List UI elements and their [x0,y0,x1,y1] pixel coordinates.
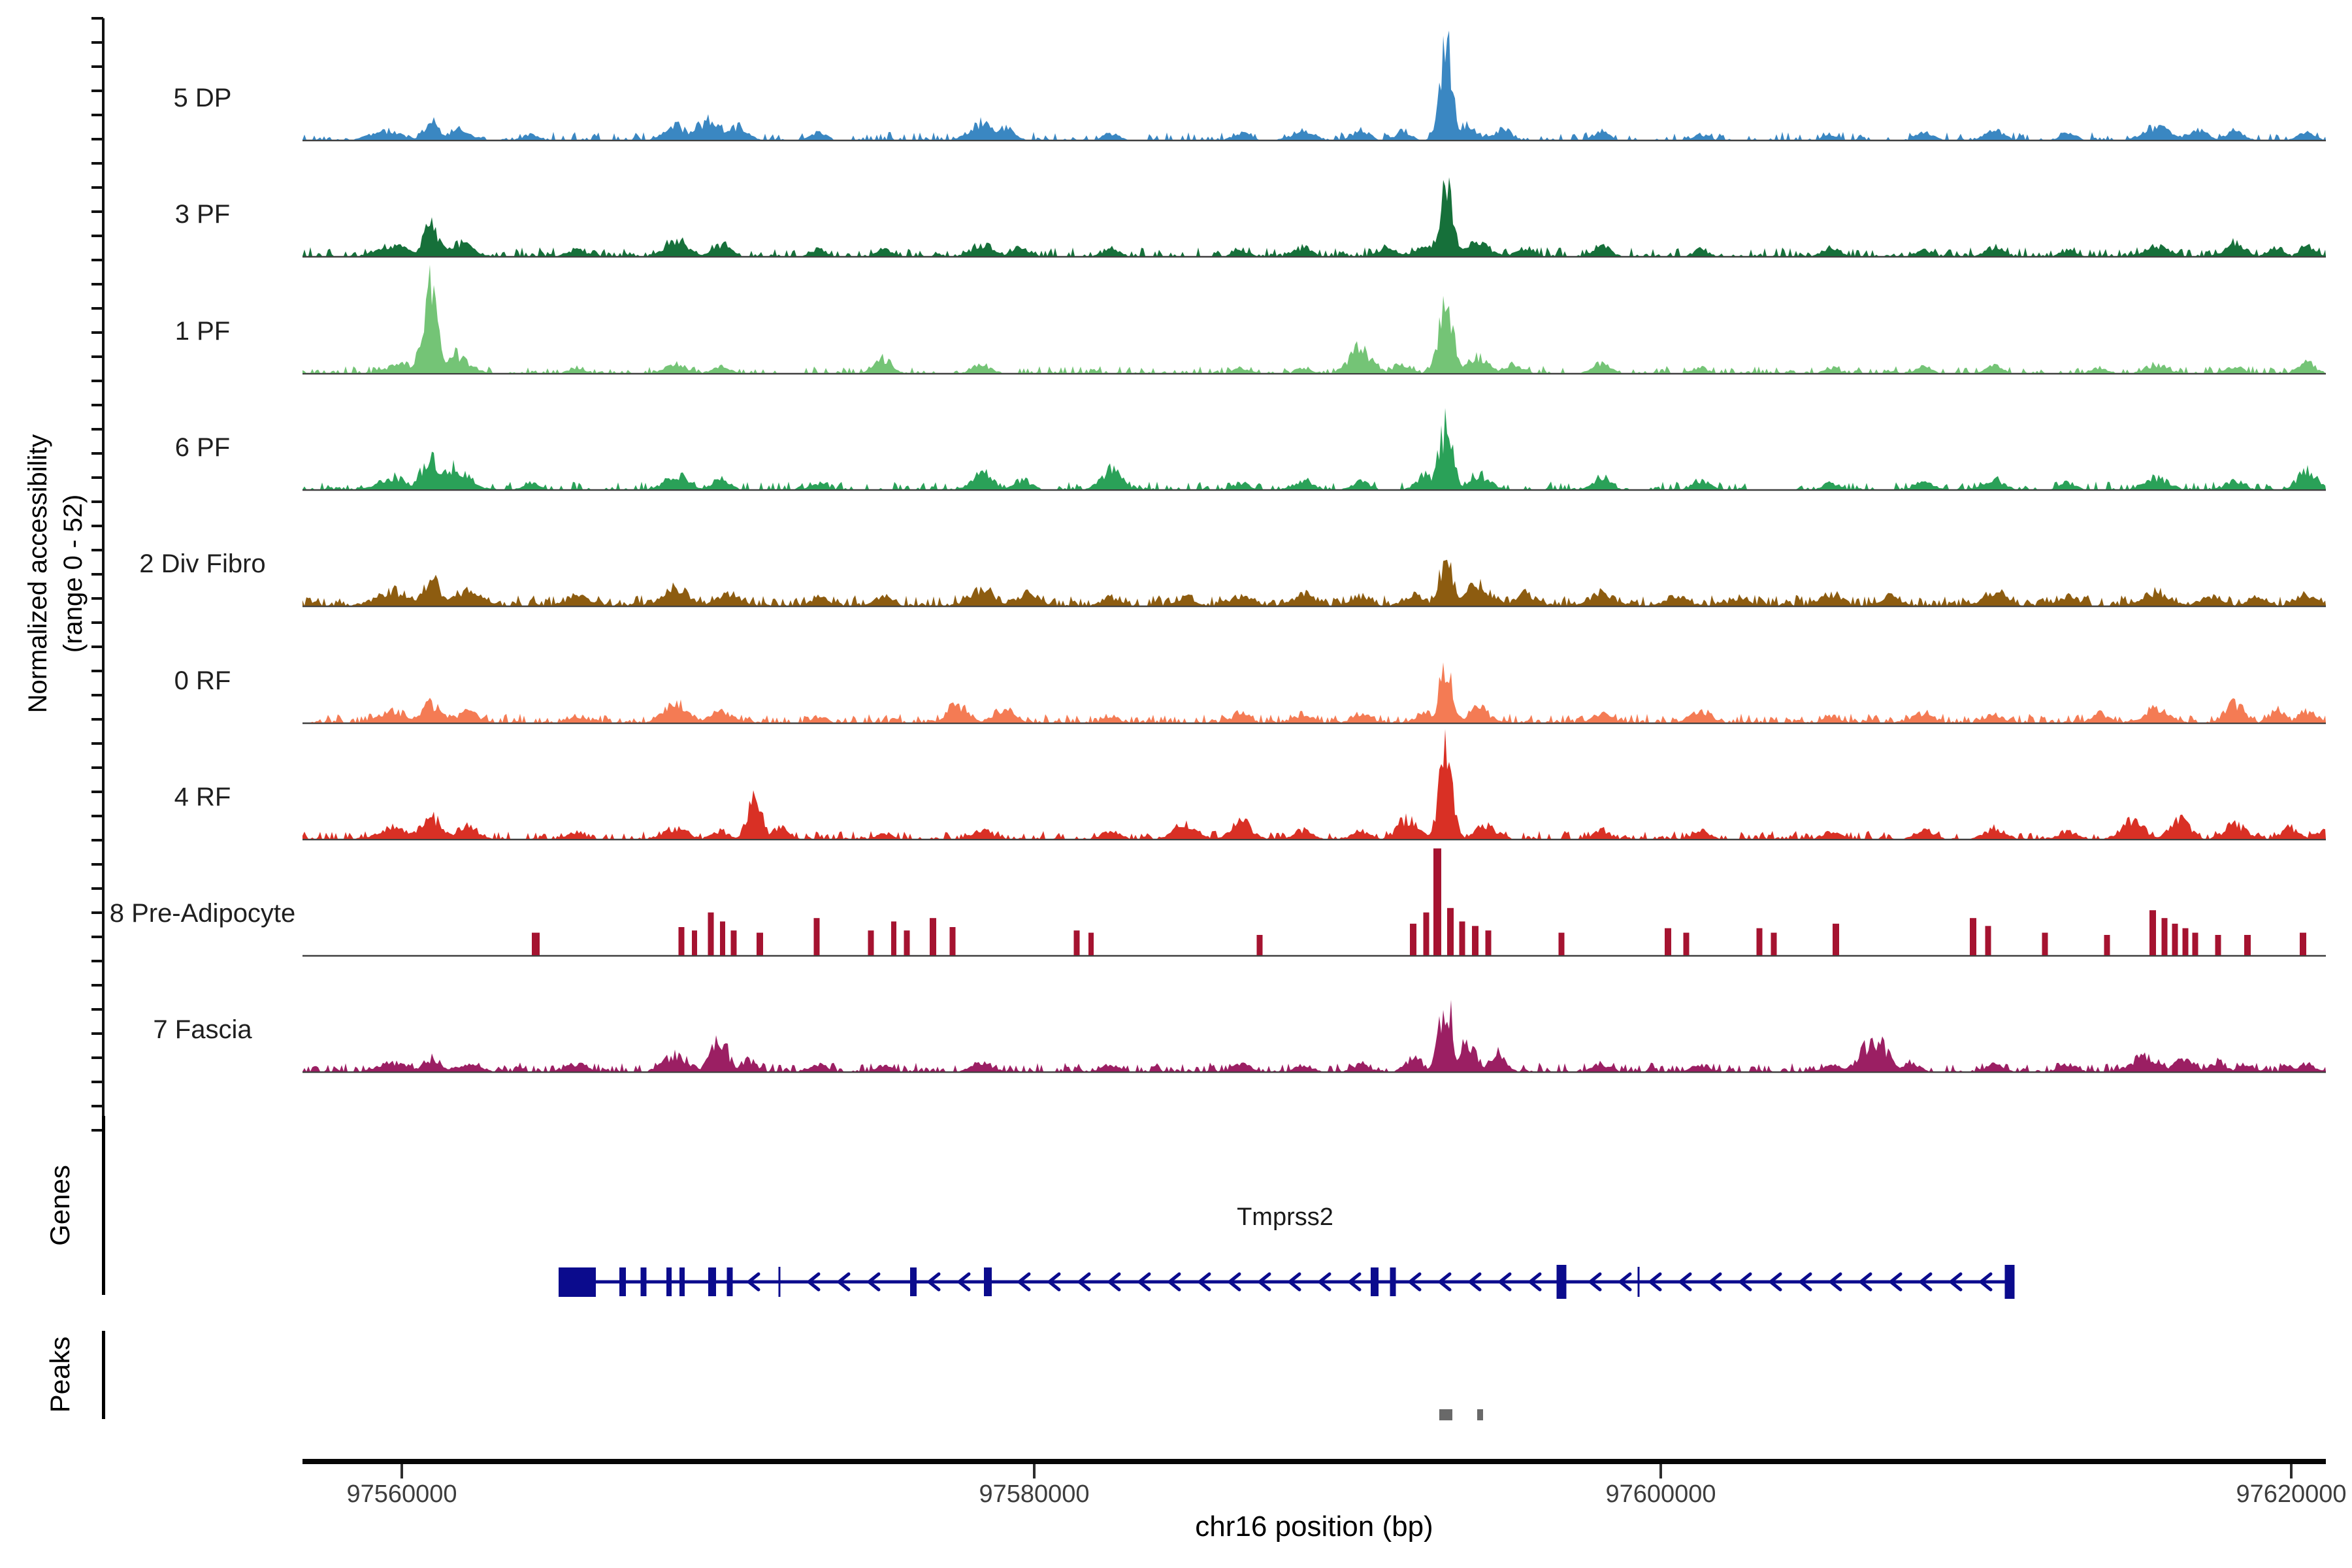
x-tick-97600000 [1659,1464,1662,1478]
track-label-5-dp: 5 DP [173,84,232,112]
track-label-0-rf: 0 RF [174,666,231,695]
x-axis-title: chr16 position (bp) [1195,1511,1433,1543]
coverage-track-4-rf [302,729,2326,841]
x-tick-label-97560000: 97560000 [346,1480,457,1508]
track-label-4-rf: 4 RF [174,783,231,811]
track-label-6-pf: 6 PF [174,433,231,462]
coverage-track-7-fascia [302,1000,2326,1073]
called-peak-2 [1477,1409,1483,1420]
peaks-section-label: Peaks [44,1336,75,1413]
track-label-1-pf: 1 PF [174,317,231,346]
genes-bracket [102,1116,105,1295]
coverage-track-5-dp [302,30,2326,142]
x-tick-label-97580000: 97580000 [979,1480,1090,1508]
coverage-track-0-rf [302,662,2326,725]
track-label-7-fascia: 7 Fascia [153,1015,252,1044]
track-label-8-pre-adipocyte: 8 Pre-Adipocyte [109,899,296,928]
y-axis-ticks [91,17,105,1132]
x-axis-line [302,1459,2326,1464]
x-tick-97560000 [400,1464,403,1478]
coverage-track-2-div-fibro [302,559,2326,608]
x-tick-97580000 [1033,1464,1036,1478]
gene-name-label: Tmprss2 [1237,1203,1333,1231]
coverage-track-8-pre-adipocyte [302,848,2326,957]
track-label-2-div-fibro: 2 Div Fibro [139,549,266,578]
gene-model-tmprss2 [559,1265,2015,1299]
peaks-bracket [102,1331,105,1419]
called-peak-1 [1439,1409,1452,1420]
x-tick-label-97600000: 97600000 [1605,1480,1716,1508]
coverage-track-3-pf [302,177,2326,258]
coverage-track-1-pf [302,265,2326,375]
track-label-3-pf: 3 PF [174,200,231,229]
x-tick-label-97620000: 97620000 [2236,1480,2347,1508]
x-tick-97620000 [2290,1464,2293,1478]
coverage-track-6-pf [302,408,2326,491]
